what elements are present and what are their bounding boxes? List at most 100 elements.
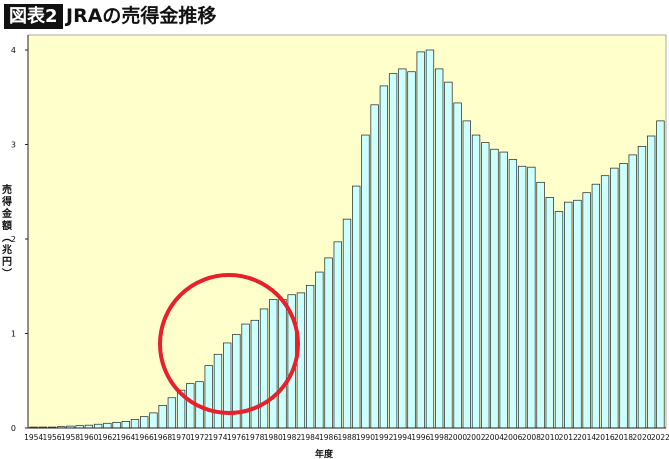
bar (103, 422, 112, 429)
bar (93, 423, 103, 429)
x-tick-label: 2022 (651, 433, 669, 442)
y-axis-label-char: 売 (2, 185, 12, 196)
bar (564, 201, 573, 429)
y-axis-label: 売得金額 ︵ 兆円 ︶ (0, 185, 14, 281)
bar (545, 197, 554, 429)
chart-title: JRAの売得金推移 (66, 5, 217, 27)
bar (130, 419, 140, 429)
x-tick-label: 2010 (540, 433, 559, 442)
bar (213, 353, 223, 429)
bar (591, 183, 601, 429)
bar (527, 166, 536, 429)
x-tick-label: 2004 (485, 433, 504, 442)
bar (499, 151, 508, 429)
y-axis-label-char: 円 (2, 257, 12, 268)
bar (536, 181, 545, 429)
x-tick-label: 1954 (24, 433, 43, 442)
bar (250, 319, 259, 429)
bar (407, 71, 416, 429)
bar (517, 165, 527, 429)
x-tick-label: 1960 (79, 433, 98, 442)
bar (305, 284, 315, 429)
bar (278, 299, 287, 429)
bar (342, 218, 352, 429)
y-tick-label: 4 (11, 46, 16, 55)
bar (481, 142, 490, 429)
bar (186, 383, 195, 429)
bar (121, 421, 130, 429)
x-tick-label: 1984 (301, 433, 320, 442)
x-tick-label: 1998 (430, 433, 449, 442)
header: 図表2 JRAの売得金推移 (0, 0, 669, 34)
x-tick-label: 1956 (42, 433, 61, 442)
bar (573, 199, 582, 429)
bar (610, 167, 619, 429)
x-tick-label: 1958 (61, 433, 80, 442)
x-tick-label: 2000 (448, 433, 467, 442)
y-axis-label-char: 兆 (2, 245, 12, 256)
x-tick-label: 1988 (337, 433, 356, 442)
highlight-circle (158, 273, 300, 415)
bar (223, 342, 232, 429)
bar (269, 299, 278, 429)
x-tick-label: 1996 (411, 433, 430, 442)
x-tick-label: 2014 (577, 433, 596, 442)
bar (140, 416, 149, 429)
y-tick-label: 1 (11, 330, 16, 339)
bar (416, 51, 425, 429)
x-tick-label: 1976 (227, 433, 246, 442)
bar (315, 271, 324, 429)
bar (490, 148, 499, 429)
figure-badge: 図表2 (4, 4, 63, 29)
bar (435, 68, 444, 429)
x-tick-label: 2012 (559, 433, 578, 442)
y-axis-label-char: ︵ (2, 233, 12, 244)
bar (600, 175, 610, 429)
bar (656, 120, 665, 429)
y-axis-label-char: 得 (2, 197, 12, 208)
bar (398, 68, 407, 429)
bar (637, 146, 647, 429)
bar (324, 257, 333, 429)
x-tick-label: 2008 (522, 433, 541, 442)
bar (462, 120, 471, 429)
x-axis-label: 年度 (315, 448, 334, 459)
x-tick-label: 1994 (393, 433, 412, 442)
x-tick-label: 1972 (190, 433, 209, 442)
bar (167, 397, 177, 429)
bar (444, 81, 453, 429)
bar (112, 421, 121, 429)
bar (647, 135, 656, 429)
bar (149, 412, 158, 429)
y-tick-label: 2 (11, 235, 16, 244)
x-tick-label: 1964 (116, 433, 135, 442)
bar (333, 241, 342, 429)
bar (158, 404, 167, 429)
x-tick-label: 1968 (153, 433, 172, 442)
x-tick-label: 1970 (172, 433, 191, 442)
x-tick-label: 1962 (98, 433, 117, 442)
y-axis-label-char: 額 (2, 221, 12, 232)
bar (471, 134, 481, 429)
x-tick-label: 2016 (596, 433, 615, 442)
x-tick-label: 1990 (356, 433, 375, 442)
bar (425, 49, 435, 429)
x-tick-label: 1982 (282, 433, 301, 442)
x-tick-label: 2018 (614, 433, 633, 442)
x-tick-label: 1980 (264, 433, 283, 442)
bar (628, 154, 637, 429)
y-axis-label-char: ︶ (2, 269, 12, 280)
bar (554, 211, 564, 429)
bar (582, 192, 591, 429)
bar (508, 159, 518, 429)
x-tick-label: 1966 (135, 433, 154, 442)
y-tick-label: 0 (11, 424, 16, 433)
x-tick-label: 2006 (503, 433, 522, 442)
bar (296, 292, 306, 429)
bar (370, 104, 379, 429)
x-tick-label: 1974 (208, 433, 227, 442)
bar (361, 134, 370, 429)
x-tick-label: 1978 (245, 433, 264, 442)
y-axis-label-char: 金 (2, 209, 12, 220)
bar (619, 163, 628, 429)
